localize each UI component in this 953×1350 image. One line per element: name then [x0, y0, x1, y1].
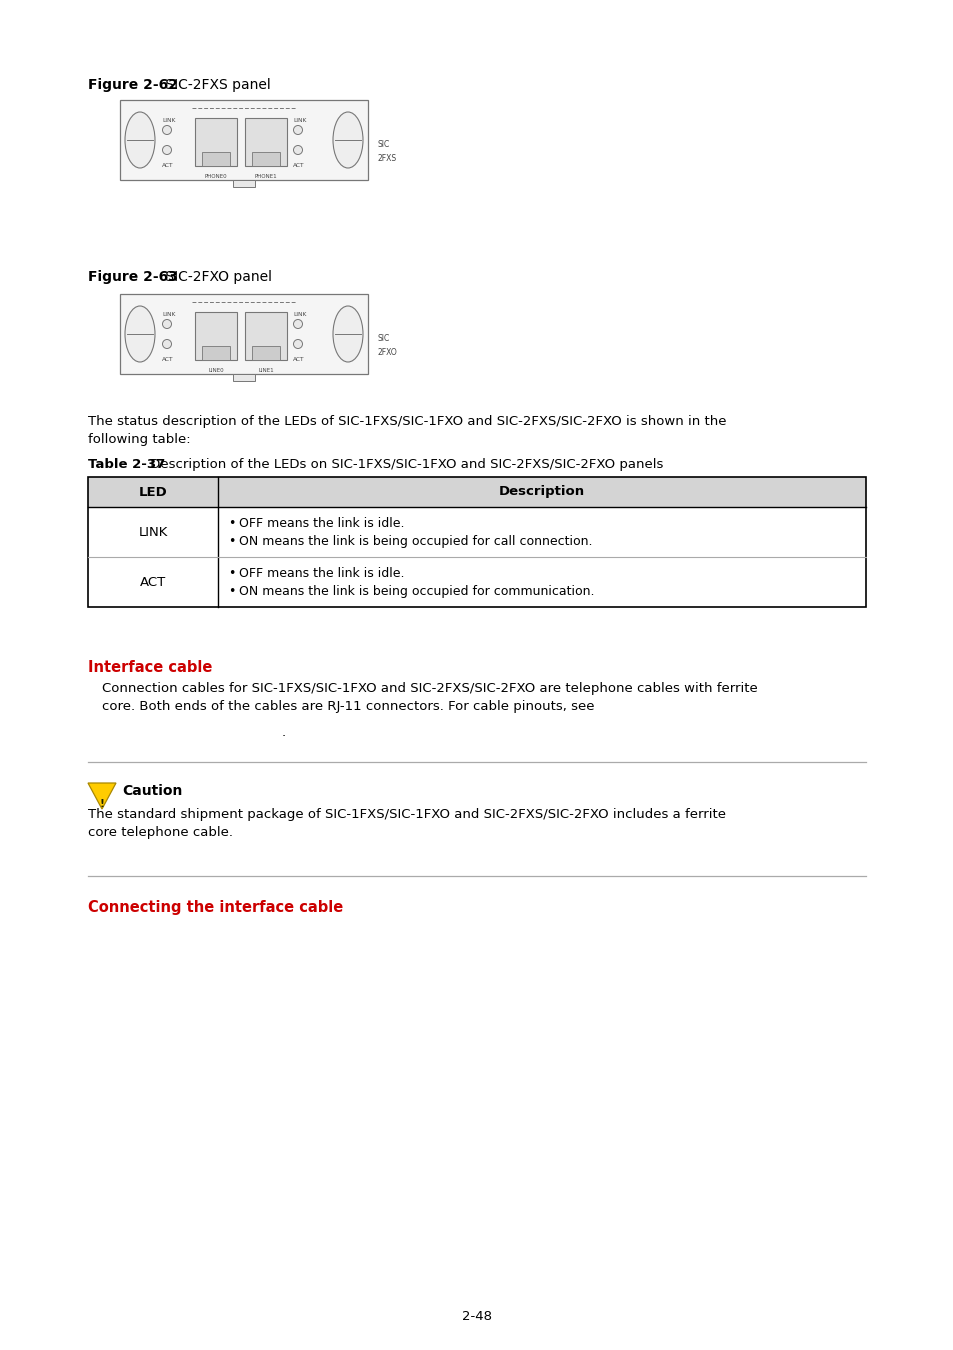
Circle shape [294, 126, 302, 135]
Text: core. Both ends of the cables are RJ-11 connectors. For cable pinouts, see: core. Both ends of the cables are RJ-11 … [102, 701, 594, 713]
Text: 2FXS: 2FXS [377, 154, 396, 163]
Text: LINK: LINK [293, 117, 306, 123]
Text: ACT: ACT [162, 356, 173, 362]
Text: Interface cable: Interface cable [88, 660, 213, 675]
Circle shape [162, 339, 172, 348]
Bar [233, 374, 254, 381]
Text: .: . [282, 726, 286, 738]
Text: SIC: SIC [377, 333, 390, 343]
Text: core telephone cable.: core telephone cable. [88, 826, 233, 838]
Text: PHONE0: PHONE0 [205, 174, 227, 180]
Text: ACT: ACT [162, 163, 173, 167]
Text: following table:: following table: [88, 433, 191, 446]
Text: Figure 2-63: Figure 2-63 [88, 270, 177, 284]
Ellipse shape [333, 306, 363, 362]
Text: SIC-2FXO panel: SIC-2FXO panel [161, 270, 272, 284]
Text: ON means the link is being occupied for communication.: ON means the link is being occupied for … [239, 585, 594, 598]
Text: !: ! [99, 799, 104, 809]
Text: Caution: Caution [122, 784, 182, 798]
Text: LINE1: LINE1 [258, 369, 274, 373]
Bar [88, 477, 865, 608]
Text: Description of the LEDs on SIC-1FXS/SIC-1FXO and SIC-2FXS/SIC-2FXO panels: Description of the LEDs on SIC-1FXS/SIC-… [146, 458, 662, 471]
Bar [120, 294, 368, 374]
Text: ACT: ACT [293, 163, 304, 167]
Circle shape [294, 320, 302, 328]
Polygon shape [88, 783, 116, 809]
Text: ON means the link is being occupied for call connection.: ON means the link is being occupied for … [239, 535, 592, 548]
Ellipse shape [125, 112, 154, 167]
Circle shape [162, 126, 172, 135]
Text: SIC: SIC [377, 140, 390, 148]
Bar [245, 117, 287, 166]
Text: The standard shipment package of SIC-1FXS/SIC-1FXO and SIC-2FXS/SIC-2FXO include: The standard shipment package of SIC-1FX… [88, 809, 725, 821]
Text: •: • [228, 567, 235, 580]
Bar [202, 153, 230, 166]
Text: LINK: LINK [162, 312, 175, 317]
Text: •: • [228, 585, 235, 598]
Text: OFF means the link is idle.: OFF means the link is idle. [239, 517, 404, 531]
Text: LINK: LINK [293, 312, 306, 317]
Text: The status description of the LEDs of SIC-1FXS/SIC-1FXO and SIC-2FXS/SIC-2FXO is: The status description of the LEDs of SI… [88, 414, 726, 428]
Text: SIC-2FXS panel: SIC-2FXS panel [161, 78, 271, 92]
Bar [88, 477, 865, 508]
Text: 2FXO: 2FXO [377, 348, 397, 356]
Circle shape [294, 339, 302, 348]
Text: LINE0: LINE0 [208, 369, 224, 373]
Text: •: • [228, 535, 235, 548]
Bar [194, 312, 236, 360]
Text: ACT: ACT [140, 575, 166, 589]
Bar [202, 346, 230, 360]
Ellipse shape [333, 112, 363, 167]
Bar [233, 180, 254, 188]
Bar [253, 153, 279, 166]
Text: 2-48: 2-48 [461, 1310, 492, 1323]
Text: Description: Description [498, 486, 584, 498]
Text: Connecting the interface cable: Connecting the interface cable [88, 900, 343, 915]
Bar [245, 312, 287, 360]
Text: LED: LED [138, 486, 167, 498]
Text: Figure 2-62: Figure 2-62 [88, 78, 178, 92]
Text: PHONE1: PHONE1 [254, 174, 277, 180]
Bar [253, 346, 279, 360]
Text: Connection cables for SIC-1FXS/SIC-1FXO and SIC-2FXS/SIC-2FXO are telephone cabl: Connection cables for SIC-1FXS/SIC-1FXO … [102, 682, 757, 695]
Circle shape [294, 146, 302, 154]
Circle shape [162, 320, 172, 328]
Text: Table 2-37: Table 2-37 [88, 458, 165, 471]
Text: LINK: LINK [138, 525, 168, 539]
Bar [194, 117, 236, 166]
Text: ACT: ACT [293, 356, 304, 362]
Text: OFF means the link is idle.: OFF means the link is idle. [239, 567, 404, 580]
Bar [120, 100, 368, 180]
Ellipse shape [125, 306, 154, 362]
Text: •: • [228, 517, 235, 531]
Circle shape [162, 146, 172, 154]
Text: LINK: LINK [162, 117, 175, 123]
